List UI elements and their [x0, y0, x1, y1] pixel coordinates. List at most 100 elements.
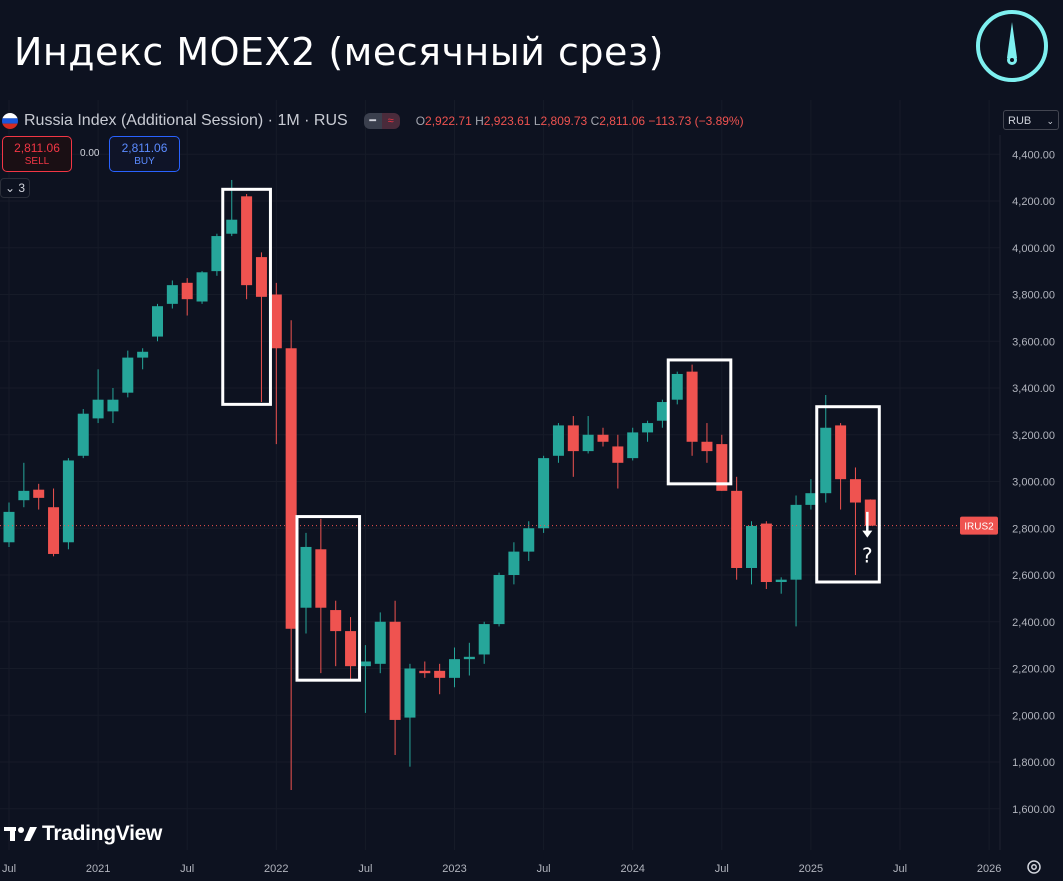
candle	[642, 420, 654, 442]
currency-select[interactable]: RUB ⌄	[1003, 110, 1059, 130]
ohlc-low-key: L	[533, 114, 541, 128]
settings-gear-icon[interactable]	[1024, 857, 1044, 877]
candle-body	[760, 523, 772, 583]
price-tick-label: 2,800.00	[1012, 523, 1055, 535]
currency-value: RUB	[1008, 115, 1032, 127]
time-axis[interactable]: Jul 2021 Jul 2022 Jul 2023 Jul 2024 Jul 2025 Jul 20…	[2, 863, 1001, 875]
candle-body	[746, 525, 757, 568]
candle-body	[77, 413, 89, 456]
candle-body	[255, 257, 267, 297]
sell-button[interactable]: 2,811.06 SELL	[2, 136, 72, 172]
candle	[627, 427, 639, 461]
price-tick-label: 2,200.00	[1012, 664, 1055, 676]
compare-wave-icon[interactable]: ≈	[381, 113, 400, 129]
time-tick-label: Jul	[2, 863, 16, 875]
candle-body	[864, 499, 876, 526]
candle	[716, 434, 728, 491]
candle	[270, 282, 282, 445]
indicator-toggle-group[interactable]: ━ ≈	[363, 113, 400, 129]
candle	[255, 252, 267, 403]
candle-body	[597, 434, 609, 442]
candle	[835, 423, 847, 510]
annotation-rectangle	[295, 515, 362, 682]
candle-body	[389, 621, 401, 720]
time-tick-label: 2021	[86, 863, 110, 875]
candle-body	[493, 575, 505, 625]
candle-body	[315, 549, 327, 608]
last-price-symbol-label: IRUS2	[964, 522, 994, 533]
candle-body	[567, 425, 579, 452]
ohlc-open-key: O	[415, 114, 426, 128]
spread-value: 0.00	[80, 148, 100, 159]
chevron-down-icon: ⌄	[4, 181, 16, 195]
chart-grid	[0, 100, 1000, 850]
price-tick-label: 2,000.00	[1012, 710, 1055, 722]
price-tick-label: 2,600.00	[1012, 570, 1055, 582]
candle-body	[152, 306, 163, 337]
candle	[404, 663, 416, 767]
candle-body	[18, 490, 30, 501]
candle-body	[419, 670, 431, 674]
candle	[211, 233, 223, 276]
candle-body	[3, 511, 15, 543]
price-tick-label: 3,200.00	[1012, 430, 1055, 442]
tradingview-wordmark: TradingView	[42, 822, 163, 845]
chevron-down-icon: ⌄	[1046, 116, 1054, 126]
compass-logo-icon	[976, 10, 1048, 82]
candle-body	[731, 490, 743, 568]
symbol-legend: Russia Index (Additional Session) · 1M ·…	[0, 110, 744, 132]
buy-price: 2,811.06	[121, 141, 168, 155]
candle-body	[359, 661, 371, 667]
candle	[166, 280, 178, 309]
candle-body	[671, 373, 683, 400]
indicator-count: 3	[18, 181, 26, 195]
time-tick-label: 2024	[620, 863, 644, 875]
price-tick-label: 3,600.00	[1012, 336, 1055, 348]
candle	[33, 483, 45, 510]
time-tick-label: Jul	[180, 863, 194, 875]
candle	[77, 409, 89, 459]
candle-body	[627, 432, 639, 459]
candle	[849, 467, 861, 575]
candle	[463, 642, 475, 676]
candle-body	[107, 399, 119, 412]
price-axis[interactable]: 4,400.00 4,200.00 4,000.00 3,800.00 3,600.00…	[999, 100, 1063, 881]
candle	[18, 462, 30, 508]
ohlc-change-value: −113.73 (−3.89%)	[648, 114, 744, 128]
annotation-rectangle	[815, 405, 881, 584]
candle	[241, 193, 253, 300]
candle-body	[449, 659, 460, 678]
annotation-arrow-head	[862, 530, 873, 538]
candle	[389, 600, 401, 755]
candle-body	[241, 196, 253, 286]
buy-button[interactable]: 2,811.06 BUY	[109, 136, 180, 172]
indicator-collapse-button[interactable]: ⌄ 3	[0, 178, 30, 198]
symbol-name[interactable]: Russia Index (Additional Session) · 1M ·…	[24, 112, 348, 129]
tradingview-logo[interactable]: TradingView	[4, 822, 162, 846]
ohlc-high-key: H	[475, 114, 484, 128]
candle	[48, 488, 60, 557]
hide-indicator-icon[interactable]: ━	[363, 113, 382, 129]
candle-body	[92, 399, 104, 419]
price-axis-background	[1000, 100, 1063, 881]
sell-label: SELL	[24, 156, 50, 167]
candle	[746, 521, 757, 585]
time-tick-label: 2025	[799, 863, 823, 875]
candle-body	[552, 425, 564, 456]
price-tick-label: 3,800.00	[1012, 290, 1055, 302]
candle-body	[508, 551, 520, 575]
time-tick-label: 2022	[264, 863, 288, 875]
candle	[434, 663, 446, 695]
price-tick-label: 1,600.00	[1012, 804, 1055, 816]
candle-body	[775, 579, 787, 583]
ohlc-open-value: 2,922.71	[425, 114, 472, 128]
candle	[300, 532, 312, 634]
candle	[122, 350, 134, 398]
candle-series	[3, 179, 876, 791]
time-tick-label: 2026	[977, 863, 1001, 875]
candle	[449, 647, 460, 688]
candle	[330, 600, 342, 667]
